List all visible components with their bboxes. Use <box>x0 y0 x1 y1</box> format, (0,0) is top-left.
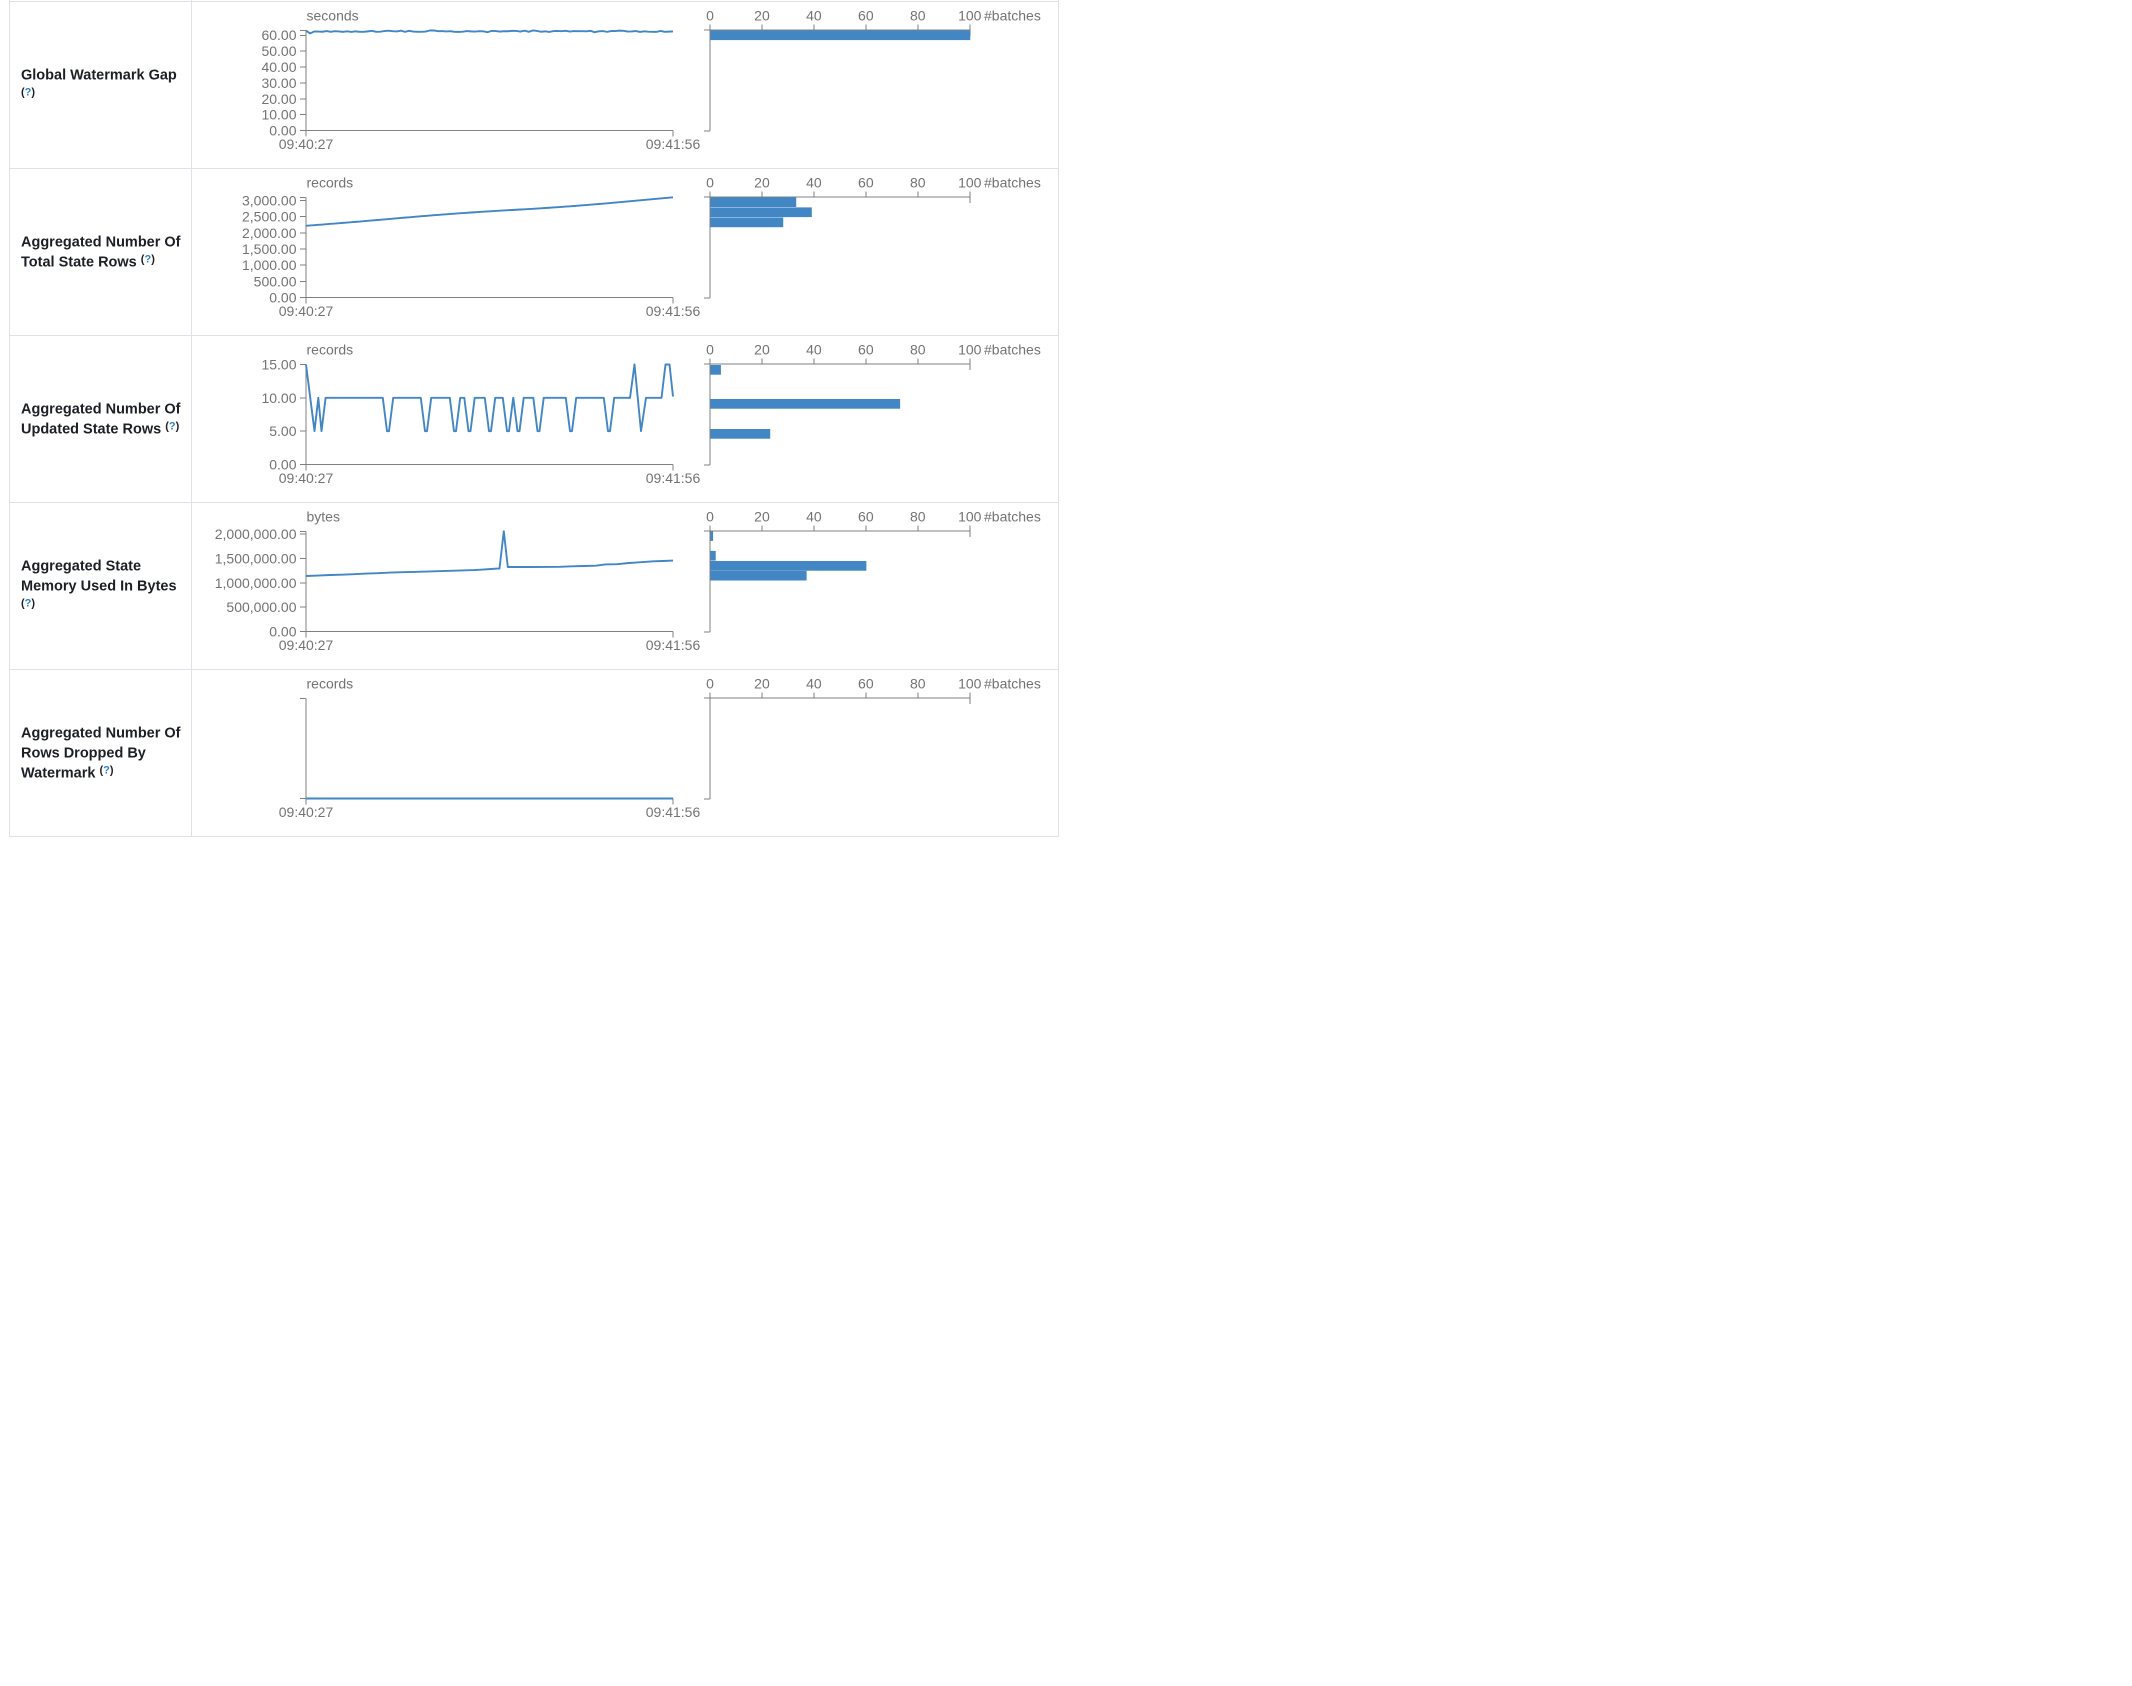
svg-text:80: 80 <box>910 174 926 190</box>
svg-text:40: 40 <box>806 675 822 691</box>
svg-text:60: 60 <box>858 341 874 357</box>
svg-text:seconds: seconds <box>307 7 359 23</box>
svg-text:Total State Rows (?): Total State Rows (?) <box>21 254 155 271</box>
svg-text:100: 100 <box>958 174 982 190</box>
svg-text:30.00: 30.00 <box>261 75 296 91</box>
svg-text:100: 100 <box>958 7 982 23</box>
svg-text:100: 100 <box>958 341 982 357</box>
svg-text:#batches: #batches <box>984 675 1041 691</box>
svg-text:80: 80 <box>910 341 926 357</box>
svg-text:2,000.00: 2,000.00 <box>242 225 297 241</box>
svg-text:09:40:27: 09:40:27 <box>279 637 334 653</box>
svg-text:#batches: #batches <box>984 174 1041 190</box>
svg-text:(?): (?) <box>21 87 35 99</box>
svg-text:bytes: bytes <box>307 508 340 524</box>
svg-text:09:40:27: 09:40:27 <box>279 470 334 486</box>
svg-text:500.00: 500.00 <box>254 273 297 289</box>
svg-text:#batches: #batches <box>984 508 1041 524</box>
svg-text:40.00: 40.00 <box>261 59 296 75</box>
svg-text:60: 60 <box>858 174 874 190</box>
svg-text:100: 100 <box>958 675 982 691</box>
svg-text:15.00: 15.00 <box>261 357 296 373</box>
svg-text:40: 40 <box>806 341 822 357</box>
svg-text:09:41:56: 09:41:56 <box>646 637 701 653</box>
svg-text:1,500.00: 1,500.00 <box>242 241 297 257</box>
svg-text:40: 40 <box>806 7 822 23</box>
svg-text:Rows Dropped By: Rows Dropped By <box>21 746 146 762</box>
svg-text:10.00: 10.00 <box>261 390 296 406</box>
svg-text:0: 0 <box>706 174 714 190</box>
svg-text:Aggregated Number Of: Aggregated Number Of <box>21 402 181 418</box>
svg-text:60: 60 <box>858 508 874 524</box>
svg-text:60: 60 <box>858 675 874 691</box>
svg-text:5.00: 5.00 <box>269 423 296 439</box>
svg-text:60: 60 <box>858 7 874 23</box>
svg-text:Aggregated Number Of: Aggregated Number Of <box>21 726 181 742</box>
svg-text:20: 20 <box>754 7 770 23</box>
svg-text:100: 100 <box>958 508 982 524</box>
svg-text:20: 20 <box>754 174 770 190</box>
svg-text:09:41:56: 09:41:56 <box>646 136 701 152</box>
svg-text:500,000.00: 500,000.00 <box>226 599 296 615</box>
svg-text:#batches: #batches <box>984 7 1041 23</box>
svg-text:09:41:56: 09:41:56 <box>646 470 701 486</box>
svg-text:(?): (?) <box>21 598 35 610</box>
svg-text:1,000,000.00: 1,000,000.00 <box>215 575 297 591</box>
svg-text:Updated State Rows (?): Updated State Rows (?) <box>21 421 180 438</box>
svg-text:0.00: 0.00 <box>269 624 296 640</box>
svg-text:40: 40 <box>806 508 822 524</box>
svg-text:09:41:56: 09:41:56 <box>646 303 701 319</box>
svg-text:records: records <box>307 341 354 357</box>
svg-text:20: 20 <box>754 675 770 691</box>
svg-text:Watermark (?): Watermark (?) <box>21 765 114 782</box>
svg-text:0: 0 <box>706 7 714 23</box>
svg-text:40: 40 <box>806 174 822 190</box>
svg-text:#batches: #batches <box>984 341 1041 357</box>
svg-text:records: records <box>307 174 354 190</box>
svg-text:0.00: 0.00 <box>269 457 296 473</box>
svg-text:Memory Used In Bytes: Memory Used In Bytes <box>21 579 177 595</box>
svg-text:09:40:27: 09:40:27 <box>279 303 334 319</box>
svg-text:Aggregated State: Aggregated State <box>21 559 141 575</box>
svg-text:09:40:27: 09:40:27 <box>279 136 334 152</box>
svg-text:0: 0 <box>706 508 714 524</box>
svg-text:2,000,000.00: 2,000,000.00 <box>215 526 297 542</box>
svg-text:Global Watermark Gap: Global Watermark Gap <box>21 68 177 84</box>
svg-text:Aggregated Number Of: Aggregated Number Of <box>21 235 181 251</box>
svg-text:09:40:27: 09:40:27 <box>279 804 334 820</box>
svg-text:1,000.00: 1,000.00 <box>242 257 297 273</box>
svg-text:1,500,000.00: 1,500,000.00 <box>215 551 297 567</box>
svg-text:50.00: 50.00 <box>261 43 296 59</box>
svg-text:0: 0 <box>706 675 714 691</box>
svg-text:20.00: 20.00 <box>261 91 296 107</box>
svg-text:09:41:56: 09:41:56 <box>646 804 701 820</box>
svg-text:20: 20 <box>754 341 770 357</box>
svg-text:records: records <box>307 675 354 691</box>
svg-text:0.00: 0.00 <box>269 290 296 306</box>
svg-text:60.00: 60.00 <box>261 27 296 43</box>
svg-text:2,500.00: 2,500.00 <box>242 209 297 225</box>
svg-text:0.00: 0.00 <box>269 123 296 139</box>
svg-text:10.00: 10.00 <box>261 107 296 123</box>
svg-text:80: 80 <box>910 508 926 524</box>
svg-text:80: 80 <box>910 7 926 23</box>
svg-text:3,000.00: 3,000.00 <box>242 193 297 209</box>
svg-text:80: 80 <box>910 675 926 691</box>
svg-text:0: 0 <box>706 341 714 357</box>
svg-text:20: 20 <box>754 508 770 524</box>
